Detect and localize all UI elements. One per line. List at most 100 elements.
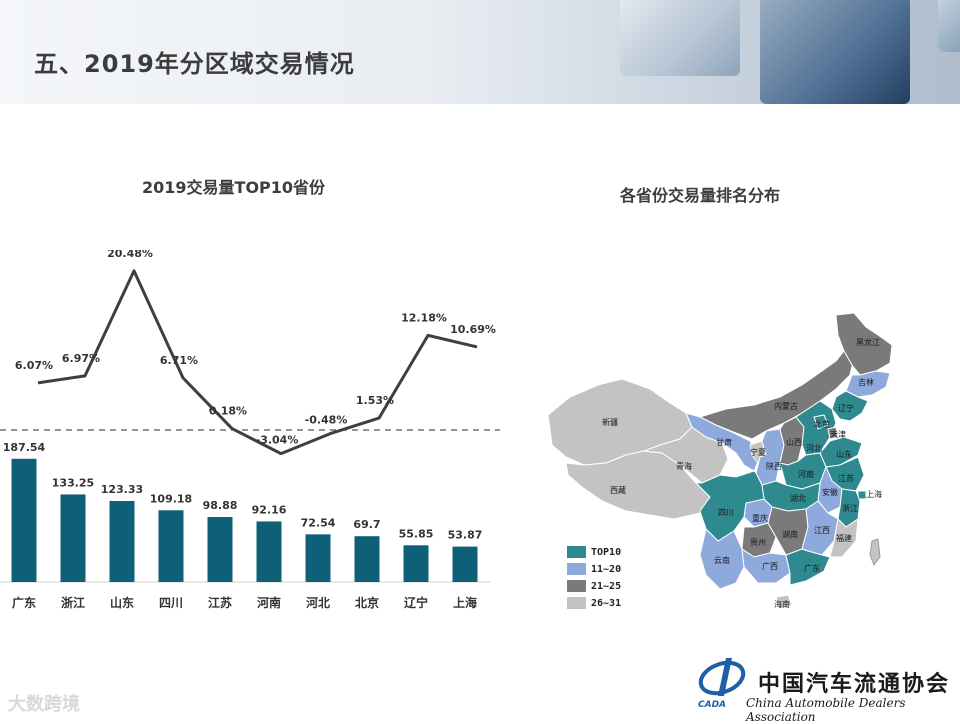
legend-swatch (566, 579, 587, 593)
map-label: 吉林 (858, 377, 874, 387)
bar (207, 517, 233, 582)
legend-label: 26~31 (591, 597, 622, 609)
legend-item: 21~25 (566, 578, 621, 594)
region-guangdong (785, 548, 831, 586)
line-value-label: 20.48% (107, 250, 153, 260)
map-label: 甘肃 (716, 437, 732, 447)
category-label: 河北 (305, 595, 330, 610)
map-label: 江西 (814, 526, 830, 535)
bar (11, 458, 37, 582)
legend-swatch (566, 562, 587, 576)
legend-label: TOP10 (591, 546, 622, 558)
map-label: 北京 (814, 419, 830, 429)
cada-logo-text: CADA (698, 700, 727, 710)
page-title: 五、2019年分区域交易情况 (34, 50, 355, 78)
bar-value-label: 69.7 (353, 518, 380, 531)
bar-value-label: 55.85 (399, 527, 434, 540)
line-value-label: 6.07% (15, 359, 53, 372)
region-liaoning (831, 390, 869, 422)
bar-value-label: 92.16 (252, 503, 287, 516)
map-label: 广东 (804, 563, 820, 573)
bar (354, 536, 380, 582)
watermark: 大数跨境 (8, 694, 80, 715)
header-banner (0, 0, 960, 104)
map-label: 福建 (836, 533, 852, 543)
bar-value-label: 187.54 (3, 441, 46, 454)
category-label: 江苏 (208, 595, 232, 610)
map-label: 上海 (866, 489, 882, 499)
bar-value-label: 72.54 (301, 516, 336, 529)
map-label: 湖北 (790, 494, 806, 503)
map-label: 河南 (798, 469, 814, 479)
map-label: 山西 (786, 437, 802, 447)
map-label: 天津 (830, 429, 846, 439)
map-label: 新疆 (602, 417, 618, 427)
category-label: 广东 (12, 595, 36, 610)
map-label: 江苏 (838, 473, 854, 483)
region-shaanxi (755, 428, 785, 486)
category-label: 山东 (110, 595, 134, 610)
region-yunnan (699, 528, 745, 590)
bar (256, 521, 282, 582)
bar-value-label: 133.25 (52, 476, 94, 489)
bar (452, 546, 478, 582)
bar (109, 500, 135, 582)
bar-value-label: 123.33 (101, 483, 143, 496)
line-value-label: 6.97% (62, 352, 100, 365)
region-heilongjiang (835, 312, 893, 376)
region-fujian (829, 517, 859, 558)
bar (305, 534, 331, 582)
region-neimenggu (698, 350, 855, 440)
category-label: 浙江 (61, 595, 85, 610)
growth-line (37, 269, 478, 456)
map-label: 辽宁 (838, 403, 854, 413)
region-qinghai (643, 426, 729, 484)
region-tianjin (827, 426, 839, 440)
map-label: 海南 (774, 599, 790, 609)
category-label: 辽宁 (404, 595, 428, 610)
bar (60, 494, 86, 582)
bar (158, 510, 184, 582)
map-label: 黑龙江 (856, 337, 880, 347)
category-label: 河南 (256, 595, 281, 610)
china-map: 新疆 西藏 青海 甘肃 宁夏 陕西 山西 内蒙古 黑龙江 吉林 辽宁 天津 北京… (547, 312, 893, 610)
legend-item: TOP10 (566, 544, 621, 560)
region-taiwan (869, 538, 881, 567)
map-label: 山东 (836, 449, 852, 459)
map-label: 河北 (806, 443, 822, 453)
map-label: 重庆 (752, 513, 768, 523)
line-value-label: 10.69% (450, 323, 496, 336)
map-label: 陕西 (766, 461, 782, 471)
decorative-cube (938, 0, 960, 52)
map-label: 四川 (718, 508, 734, 517)
line-value-label: -0.48% (305, 414, 348, 427)
map-label: 浙江 (842, 503, 858, 513)
map-label: 贵州 (750, 537, 766, 547)
association-name-cn: 中国汽车流通协会 (758, 671, 951, 697)
line-value-label: 12.18% (401, 311, 447, 324)
category-label: 四川 (159, 596, 183, 610)
decorative-cube (620, 0, 740, 76)
category-label: 北京 (355, 595, 379, 610)
legend-swatch (566, 545, 587, 559)
map-label: 内蒙古 (774, 401, 798, 411)
legend-item: 26~31 (566, 595, 621, 611)
line-value-label: 0.18% (209, 405, 247, 418)
line-value-label: 6.71% (160, 354, 198, 367)
region-beijing (813, 414, 829, 430)
bar-value-label: 109.18 (150, 492, 192, 505)
line-value-label: -3.04% (256, 434, 299, 447)
decorative-cube (760, 0, 910, 104)
map-label: 云南 (714, 555, 730, 565)
legend-item: 11~20 (566, 561, 621, 577)
region-hainan (775, 594, 793, 610)
map-label: 宁夏 (750, 447, 766, 457)
region-jiangxi (801, 500, 839, 556)
legend-label: 11~20 (591, 563, 622, 575)
legend-label: 21~25 (591, 580, 622, 592)
line-value-label: 1.53% (356, 394, 394, 407)
bar-value-label: 53.87 (448, 529, 483, 542)
bar-line-chart: 187.54 广东 133.25 浙江 123.33 山东 109.18 四川 98.88 江苏 9… (0, 250, 500, 610)
bar-chart-title: 2019交易量TOP10省份 (142, 178, 326, 197)
map-legend: TOP10 11~20 21~25 26~31 (566, 544, 621, 612)
